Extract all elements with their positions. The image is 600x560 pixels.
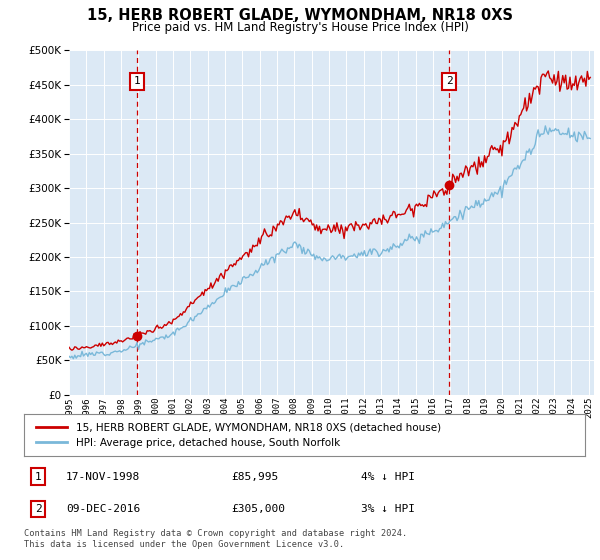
- Text: Contains HM Land Registry data © Crown copyright and database right 2024.
This d: Contains HM Land Registry data © Crown c…: [24, 529, 407, 549]
- Legend: 15, HERB ROBERT GLADE, WYMONDHAM, NR18 0XS (detached house), HPI: Average price,: 15, HERB ROBERT GLADE, WYMONDHAM, NR18 0…: [32, 419, 445, 452]
- Text: 15, HERB ROBERT GLADE, WYMONDHAM, NR18 0XS: 15, HERB ROBERT GLADE, WYMONDHAM, NR18 0…: [87, 8, 513, 24]
- Text: 1: 1: [35, 472, 41, 482]
- Text: 2: 2: [446, 76, 452, 86]
- Text: 2: 2: [35, 504, 41, 514]
- Text: 3% ↓ HPI: 3% ↓ HPI: [361, 504, 415, 514]
- Text: Price paid vs. HM Land Registry's House Price Index (HPI): Price paid vs. HM Land Registry's House …: [131, 21, 469, 34]
- Text: £305,000: £305,000: [232, 504, 286, 514]
- Text: 1: 1: [134, 76, 140, 86]
- Text: 4% ↓ HPI: 4% ↓ HPI: [361, 472, 415, 482]
- Text: 09-DEC-2016: 09-DEC-2016: [66, 504, 140, 514]
- Text: £85,995: £85,995: [232, 472, 279, 482]
- Text: 17-NOV-1998: 17-NOV-1998: [66, 472, 140, 482]
